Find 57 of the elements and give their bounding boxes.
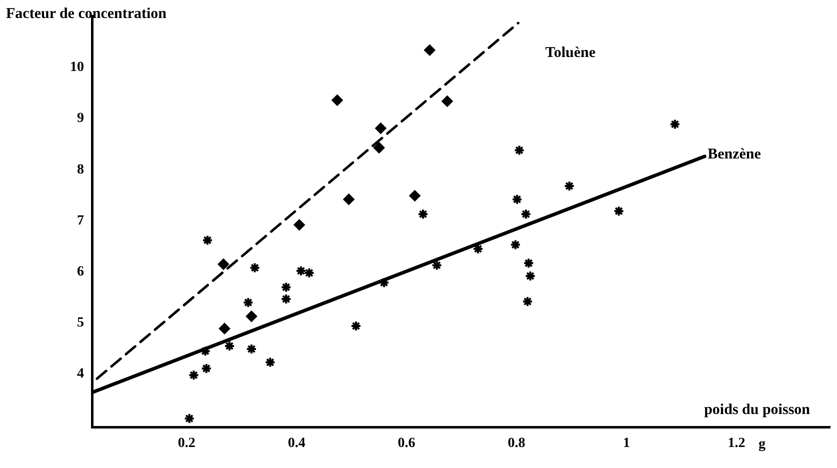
point	[442, 96, 453, 107]
point	[613, 206, 624, 217]
point	[512, 194, 523, 205]
series-label: Benzène	[708, 146, 762, 162]
point	[264, 356, 276, 368]
point	[409, 190, 420, 202]
point	[350, 320, 362, 332]
point	[246, 344, 257, 355]
point	[304, 267, 315, 278]
point	[374, 142, 385, 154]
point	[246, 310, 257, 322]
point	[242, 297, 254, 308]
point	[280, 293, 292, 304]
point	[218, 258, 229, 270]
point	[200, 362, 212, 374]
x-tick-label: 1.2	[728, 436, 746, 452]
point	[418, 208, 429, 220]
y-tick-label: 6	[77, 264, 84, 280]
point	[294, 219, 305, 230]
x-tick-label: 1	[623, 436, 630, 452]
point	[378, 277, 390, 288]
text: g	[758, 436, 766, 452]
point	[224, 340, 235, 352]
point	[564, 180, 575, 192]
x-tick-label: 0.2	[178, 436, 196, 452]
point	[202, 234, 213, 246]
y-tick-label: 4	[77, 366, 84, 382]
point	[510, 239, 521, 250]
text: Toluène	[545, 44, 596, 61]
point	[332, 94, 343, 106]
point	[219, 323, 230, 334]
point	[375, 122, 386, 134]
point	[524, 270, 536, 282]
x-tick-label: 0.6	[398, 436, 416, 452]
point	[431, 260, 442, 271]
y-tick-label: 9	[77, 111, 84, 126]
point	[343, 194, 354, 205]
point	[200, 346, 211, 357]
point	[249, 262, 260, 274]
point	[295, 265, 306, 276]
point	[522, 296, 534, 308]
point	[520, 208, 532, 220]
y-axis-title: Facteur de concentration	[6, 6, 168, 22]
point	[188, 370, 200, 381]
point	[184, 413, 195, 424]
point	[669, 118, 680, 130]
x-tick-label: 0.8	[508, 436, 526, 452]
point	[424, 44, 436, 56]
point	[280, 282, 292, 293]
y-tick-label: 8	[77, 162, 84, 178]
y-tick-label: 7	[77, 213, 84, 228]
x-axis-title: poids du poisson	[704, 402, 811, 418]
point	[523, 258, 534, 269]
x-tick-label: 0.4	[288, 436, 306, 452]
y-tick-label: 5	[77, 316, 84, 331]
point	[514, 144, 525, 156]
y-tick-label: 10	[70, 60, 84, 76]
